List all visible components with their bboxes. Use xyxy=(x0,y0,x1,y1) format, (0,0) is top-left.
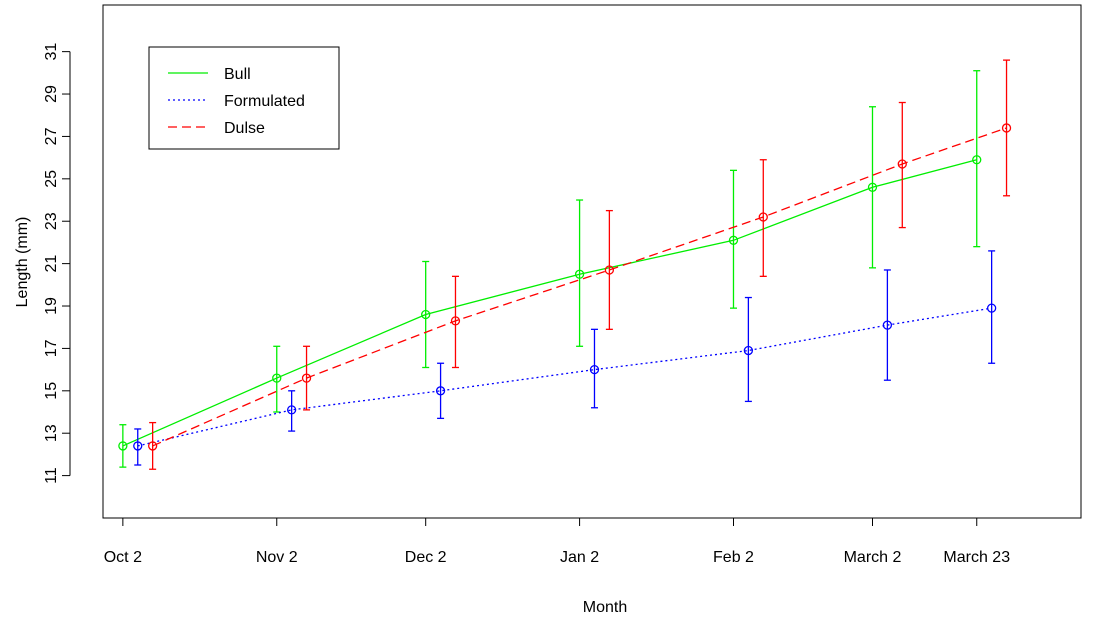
data-point-dulse xyxy=(604,265,615,275)
y-tick-label: 19 xyxy=(43,297,60,315)
data-point-formulated xyxy=(743,345,754,356)
series-bull xyxy=(118,70,982,468)
x-tick-label: Feb 2 xyxy=(713,549,754,566)
x-tick-label: Nov 2 xyxy=(256,549,298,566)
series-line-formulated xyxy=(137,307,992,447)
legend-label-formulated: Formulated xyxy=(224,93,305,110)
data-point-formulated xyxy=(589,364,600,375)
data-point-dulse xyxy=(758,212,768,222)
series-line-bull xyxy=(122,159,977,447)
data-point-formulated xyxy=(986,303,997,313)
data-point-dulse xyxy=(301,373,312,383)
data-point-bull xyxy=(867,182,878,192)
data-point-bull xyxy=(272,373,282,383)
data-point-dulse xyxy=(450,316,461,326)
y-tick-label: 25 xyxy=(43,170,60,188)
legend-box xyxy=(148,46,340,150)
y-tick-label: 31 xyxy=(43,43,60,61)
x-tick-label: Oct 2 xyxy=(104,549,142,566)
data-point-formulated xyxy=(882,320,893,330)
data-point-bull xyxy=(421,309,431,320)
series-dulse xyxy=(147,59,1012,470)
x-tick-label: Jan 2 xyxy=(560,549,599,566)
data-point-formulated xyxy=(435,386,446,396)
data-point-bull xyxy=(728,235,739,245)
data-point-formulated xyxy=(286,405,297,415)
legend: Bull Formulated Dulse xyxy=(148,46,340,150)
data-point-bull xyxy=(574,269,585,279)
series-formulated xyxy=(133,250,997,466)
y-tick-label: 27 xyxy=(43,127,60,145)
y-tick-label: 21 xyxy=(43,255,60,273)
x-tick-label: March 2 xyxy=(844,549,902,566)
y-tick-label: 29 xyxy=(43,85,60,103)
data-point-dulse xyxy=(1001,123,1012,133)
x-tick-label: Dec 2 xyxy=(405,549,447,566)
series-layer xyxy=(118,59,1012,470)
y-tick-label: 11 xyxy=(43,467,60,484)
y-tick-label: 15 xyxy=(43,382,60,400)
y-axis-title: Length (mm) xyxy=(14,217,31,308)
data-point-dulse xyxy=(897,159,907,169)
data-point-bull xyxy=(972,155,982,165)
data-point-formulated xyxy=(133,441,143,451)
data-point-dulse xyxy=(147,441,158,451)
legend-label-bull: Bull xyxy=(224,66,251,83)
y-tick-label: 13 xyxy=(43,424,60,442)
x-axis-title: Month xyxy=(583,599,627,616)
data-point-bull xyxy=(118,441,128,451)
y-tick-label: 17 xyxy=(43,339,60,357)
y-axis: 11 13 15 17 19 21 23 25 27 29 31 xyxy=(43,43,71,484)
x-axis: Oct 2 Nov 2 Dec 2 Jan 2 Feb 2 March 2 March 23 xyxy=(104,517,1010,566)
y-tick-label: 23 xyxy=(43,212,60,230)
x-tick-label: March 23 xyxy=(943,549,1010,566)
legend-label-dulse: Dulse xyxy=(224,120,265,137)
